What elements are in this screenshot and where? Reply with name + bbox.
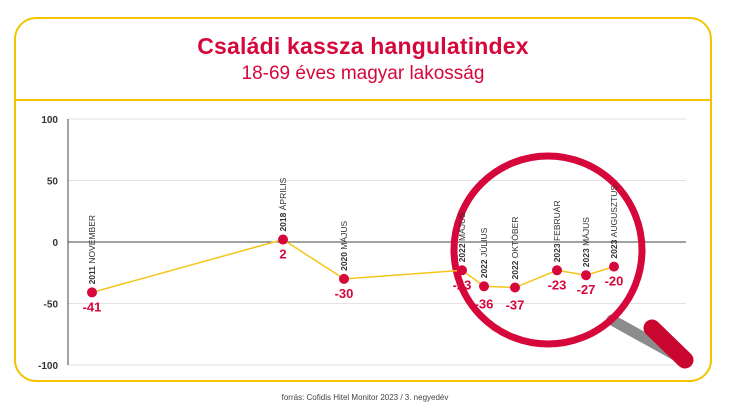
- data-label: -23: [548, 277, 567, 292]
- data-point: [339, 273, 349, 284]
- y-tick-label: 100: [41, 115, 58, 126]
- y-tick-label: 0: [52, 238, 58, 249]
- date-label: 2022 MÁJUS: [457, 212, 467, 262]
- data-point: [609, 261, 619, 272]
- chart-card: Családi kassza hangulatindex 18-69 éves …: [14, 17, 712, 382]
- data-label: 2: [279, 247, 286, 262]
- y-tick-label: 50: [47, 177, 59, 188]
- data-label: -37: [506, 298, 525, 313]
- data-label: -30: [335, 286, 354, 301]
- chart-title: Családi kassza hangulatindex: [197, 33, 529, 59]
- data-point: [581, 270, 591, 281]
- data-label: -23: [453, 277, 472, 292]
- date-label: 2020 MÁJUS: [339, 220, 349, 270]
- date-label: 2018 ÁPRILIS: [278, 177, 288, 231]
- data-label: -36: [475, 296, 494, 311]
- data-point: [552, 265, 562, 276]
- date-label: 2023 FEBRUÁR: [552, 200, 562, 262]
- chart-subtitle: 18-69 éves magyar lakosság: [241, 63, 485, 84]
- date-label: 2023 AUGUSZTUS: [609, 185, 619, 259]
- magnifier-lens: [450, 152, 646, 348]
- chart-header: Családi kassza hangulatindex 18-69 éves …: [16, 19, 710, 101]
- source-note: forrás: Cofidis Hitel Monitor 2023 / 3. …: [281, 393, 449, 402]
- data-point: [510, 282, 520, 293]
- data-point: [87, 287, 97, 298]
- data-label: -20: [605, 274, 624, 289]
- data-label: -41: [83, 299, 102, 314]
- y-tick-label: -50: [44, 300, 59, 311]
- data-point: [479, 281, 489, 292]
- y-tick-label: -100: [38, 361, 58, 372]
- date-label: 2022 OKTÓBER: [510, 217, 520, 280]
- series-line: [91, 238, 615, 294]
- data-point: [457, 265, 467, 276]
- data-label: -27: [577, 282, 596, 297]
- date-label: 2023 MÁJUS: [581, 217, 591, 267]
- magnifier-handle: [643, 319, 694, 369]
- date-label: 2011 NOVEMBER: [87, 215, 97, 284]
- date-label: 2022 JÚLIUS: [479, 227, 489, 278]
- data-point: [278, 234, 288, 245]
